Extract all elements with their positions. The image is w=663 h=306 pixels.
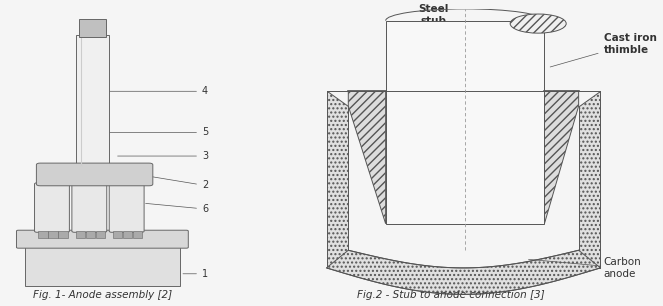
FancyBboxPatch shape bbox=[36, 163, 152, 186]
FancyBboxPatch shape bbox=[109, 183, 144, 232]
Text: 2: 2 bbox=[137, 174, 208, 190]
Bar bbox=[48, 231, 58, 237]
Ellipse shape bbox=[510, 14, 566, 33]
Bar bbox=[386, 21, 544, 224]
Bar bbox=[95, 231, 105, 237]
Polygon shape bbox=[579, 91, 601, 268]
FancyBboxPatch shape bbox=[72, 183, 107, 232]
Text: 1: 1 bbox=[183, 269, 208, 279]
Text: Fig. 1- Anode assembly [2]: Fig. 1- Anode assembly [2] bbox=[33, 290, 172, 300]
FancyBboxPatch shape bbox=[34, 183, 70, 232]
Bar bbox=[25, 247, 180, 285]
Bar bbox=[113, 231, 122, 237]
Text: Carbon
anode: Carbon anode bbox=[528, 257, 641, 279]
Polygon shape bbox=[544, 91, 579, 224]
Text: 5: 5 bbox=[108, 128, 208, 137]
Bar bbox=[86, 231, 95, 237]
Bar bbox=[38, 231, 48, 237]
Polygon shape bbox=[326, 250, 601, 294]
Bar bbox=[76, 231, 85, 237]
Polygon shape bbox=[348, 91, 386, 224]
Polygon shape bbox=[326, 91, 348, 268]
Text: 3: 3 bbox=[117, 151, 208, 161]
Text: 6: 6 bbox=[146, 203, 208, 214]
FancyBboxPatch shape bbox=[17, 230, 188, 248]
Text: Fig.2 - Stub to anode connection [3]: Fig.2 - Stub to anode connection [3] bbox=[357, 290, 545, 300]
Bar bbox=[133, 231, 143, 237]
Text: Steel
stub: Steel stub bbox=[418, 4, 449, 29]
Bar bbox=[79, 19, 106, 37]
Text: 4: 4 bbox=[86, 86, 208, 96]
Text: Cast iron
thimble: Cast iron thimble bbox=[550, 33, 656, 67]
Bar bbox=[76, 35, 109, 165]
Bar bbox=[123, 231, 133, 237]
Bar bbox=[58, 231, 68, 237]
